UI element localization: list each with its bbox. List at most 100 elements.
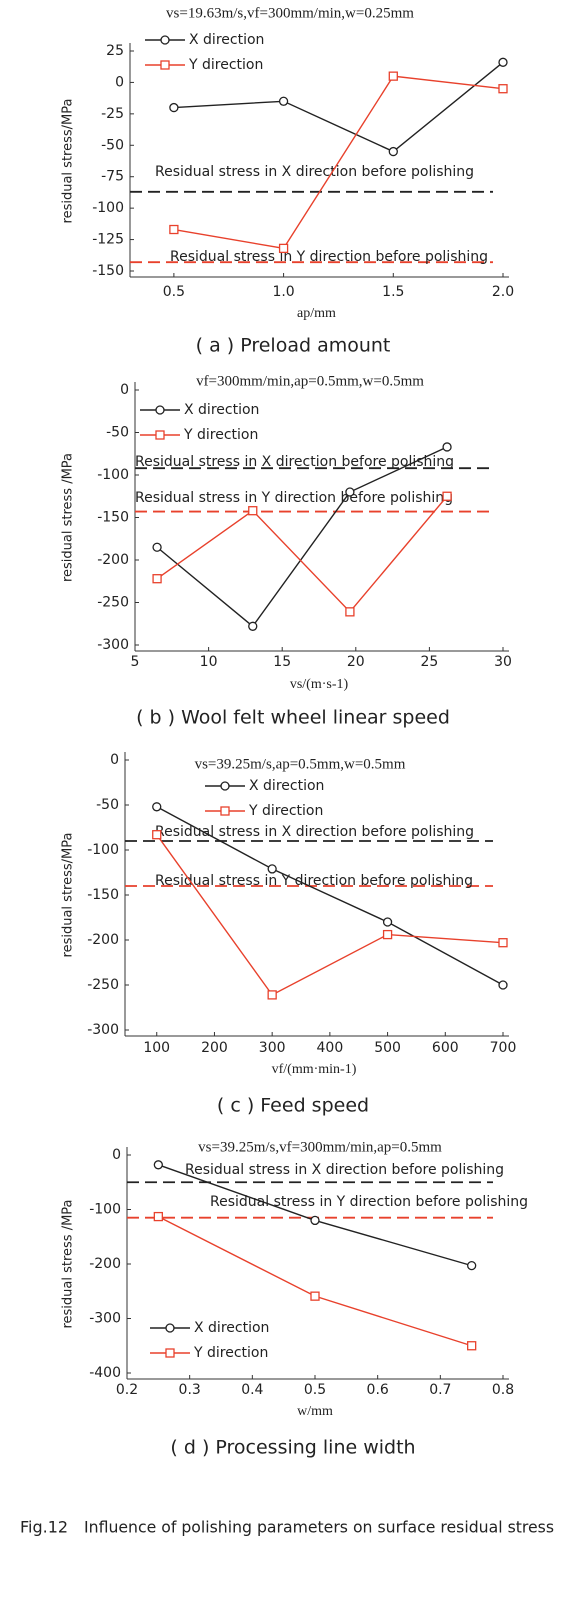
caption: ( c ) Feed speed [217,1095,369,1117]
x-tick-label: 2.0 [492,284,514,300]
marker [388,71,398,81]
x-tick-label: 0.7 [429,1382,451,1398]
y-tick-label: 0 [110,752,119,768]
legend-marker [160,60,170,70]
chart-title: vs=39.25m/s,vf=300mm/min,ap=0.5mm [198,1139,442,1155]
y-tick-label: -200 [89,1256,121,1272]
y-tick-label: -400 [89,1365,121,1381]
legend-label: Y direction [188,57,263,73]
legend-marker [220,781,230,791]
marker [152,574,162,584]
y-tick-label: 0 [120,382,129,398]
y-tick-label: 0 [115,74,124,90]
y-tick-label: -50 [101,137,124,153]
y-tick-label: -100 [87,842,119,858]
x-tick-label: 1.0 [272,284,294,300]
reference-label: Residual stress in Y direction before po… [170,249,488,265]
figure-caption: Influence of polishing parameters on sur… [84,1518,554,1537]
y-tick-label: -200 [87,932,119,948]
x-tick-label: 100 [143,1040,170,1056]
marker [153,1160,163,1170]
x-tick-label: 0.2 [116,1382,138,1398]
y-tick-label: -150 [97,510,129,526]
marker [382,929,393,940]
y-tick-label: 25 [106,43,124,59]
y-tick-label: -250 [97,595,129,611]
y-axis-label: residual stress/MPa [61,99,76,224]
marker [498,938,508,948]
x-tick-label: 5 [131,654,140,670]
y-tick-label: -50 [106,425,129,441]
reference-label: Residual stress in Y direction before po… [155,873,473,889]
chart-title: vf=300mm/min,ap=0.5mm,w=0.5mm [196,373,424,389]
series-line [173,75,504,250]
legend-label: Y direction [183,427,258,443]
series-line [173,61,504,153]
legend-label: X direction [184,402,259,418]
series-line [158,1164,472,1267]
chart-title: vs=39.25m/s,ap=0.5mm,w=0.5mm [195,756,406,772]
legend-label: X direction [249,778,324,794]
marker [152,802,162,812]
x-tick-label: 200 [201,1040,228,1056]
x-axis-label: ap/mm [297,306,336,321]
x-tick-label: 0.4 [241,1382,263,1398]
x-tick-label: 600 [432,1040,459,1056]
marker [442,442,452,452]
marker [467,1260,477,1271]
series-line [156,495,448,613]
x-axis-label: vf/(mm·min-1) [272,1062,357,1077]
y-tick-label: -100 [97,467,129,483]
reference-label: Residual stress in X direction before po… [155,824,474,840]
y-tick-label: -125 [92,232,124,248]
x-tick-label: 20 [347,654,365,670]
marker [442,491,452,501]
y-tick-label: -25 [101,106,124,122]
legend-label: X direction [189,32,264,48]
marker [388,146,398,157]
x-tick-label: 500 [374,1040,401,1056]
marker [152,830,162,840]
x-axis-label: vs/(m·s-1) [290,677,349,692]
marker [498,980,508,990]
y-tick-label: -300 [97,637,129,653]
marker [169,102,179,113]
y-tick-label: 0 [112,1147,121,1163]
y-tick-label: -200 [97,552,129,568]
caption: ( a ) Preload amount [196,335,391,357]
legend-marker [155,405,165,415]
marker [498,84,508,94]
marker [248,506,258,516]
y-tick-label: -50 [96,797,119,813]
series-line [156,806,504,986]
y-tick-label: -300 [89,1311,121,1327]
y-axis-label: residual stress /MPa [61,453,76,582]
y-axis-label: residual stress /MPa [61,1199,76,1328]
x-tick-label: 0.3 [179,1382,201,1398]
y-tick-label: -75 [101,169,124,185]
x-tick-label: 700 [490,1040,517,1056]
y-tick-label: -250 [87,977,119,993]
x-tick-label: 1.5 [382,284,404,300]
marker [267,864,277,874]
y-tick-label: -100 [92,200,124,216]
x-tick-label: 0.6 [367,1382,389,1398]
caption: ( b ) Wool felt wheel linear speed [136,707,450,729]
reference-label: Residual stress in X direction before po… [155,164,474,180]
legend-marker [165,1323,175,1333]
y-tick-label: -100 [89,1202,121,1218]
marker [169,224,179,235]
x-axis-label: w/mm [297,1404,333,1419]
x-tick-label: 0.8 [492,1382,514,1398]
reference-label: Residual stress in Y direction before po… [135,490,453,506]
series-line [156,834,504,996]
marker [152,542,162,552]
marker [345,487,355,497]
legend-marker [160,35,170,45]
marker [310,1291,320,1301]
figure-label: Fig.12 [20,1518,68,1537]
y-tick-label: -300 [87,1022,119,1038]
legend-label: X direction [194,1320,269,1336]
series-line [156,446,448,628]
